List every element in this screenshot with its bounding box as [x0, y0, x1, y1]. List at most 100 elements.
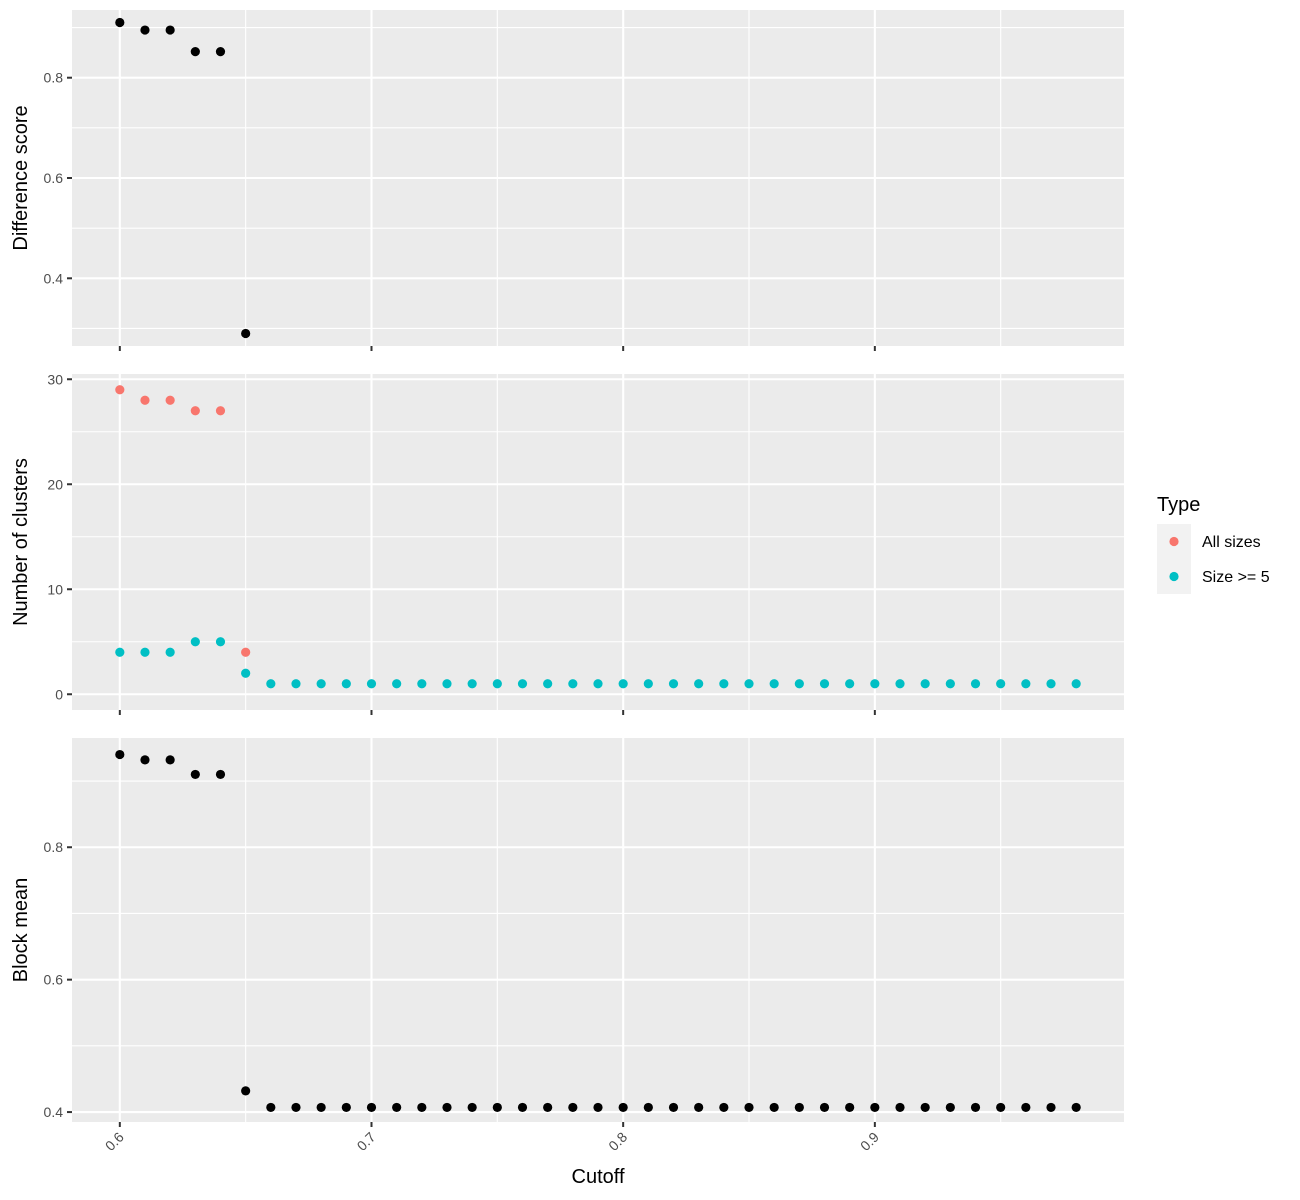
data-point: [819, 1102, 830, 1113]
data-point: [1046, 1102, 1056, 1113]
data-point: [165, 25, 175, 35]
data-point: [744, 679, 754, 689]
y-tick-label: 10: [47, 581, 63, 597]
data-point: [165, 647, 175, 657]
data-point: [1071, 1102, 1081, 1113]
data-point: [1071, 679, 1081, 689]
data-point: [190, 406, 200, 416]
data-point: [668, 1102, 679, 1113]
data-point: [341, 1102, 351, 1113]
data-point: [417, 1102, 427, 1113]
legend-title: Type: [1157, 494, 1200, 516]
data-point: [668, 679, 679, 689]
data-point: [593, 679, 603, 689]
data-point: [215, 406, 226, 416]
y-axis-title: Number of clusters: [10, 458, 32, 626]
data-point: [694, 679, 704, 689]
data-point: [1021, 679, 1031, 689]
data-point: [643, 1102, 653, 1113]
legend-label: All sizes: [1202, 534, 1261, 551]
x-tick-label: 0.9: [857, 1129, 882, 1154]
data-point: [492, 679, 502, 689]
data-point: [593, 1102, 603, 1113]
panel-background: [72, 374, 1124, 710]
data-point: [543, 679, 553, 689]
data-point: [517, 1102, 528, 1113]
data-point: [241, 1086, 251, 1096]
data-point: [694, 1102, 704, 1113]
y-tick-label: 0: [55, 686, 63, 702]
y-tick-label: 0.8: [44, 839, 64, 855]
data-point: [719, 1102, 729, 1113]
panel-1: 0.4 0.6 0.8 Difference score: [10, 10, 1124, 351]
x-tick-label: 0.6: [102, 1129, 127, 1154]
data-point: [895, 679, 905, 689]
data-point: [1021, 1102, 1031, 1113]
data-point: [945, 1102, 955, 1113]
data-point: [215, 637, 226, 647]
panel-2: 0 10 20 30 Number of clusters: [10, 371, 1124, 715]
y-tick-label: 0.6: [44, 972, 64, 988]
y-tick-label: 0.4: [44, 270, 64, 286]
data-point: [115, 647, 125, 657]
data-point: [920, 1102, 930, 1113]
legend-entry: Size >= 5: [1157, 559, 1270, 594]
series: [115, 17, 251, 339]
legend-entry: All sizes: [1157, 524, 1261, 559]
data-point: [115, 749, 125, 760]
data-point: [392, 679, 402, 689]
data-point: [291, 679, 301, 689]
x-tick-label: 0.7: [354, 1129, 379, 1154]
series: [115, 637, 1081, 689]
data-point: [165, 395, 175, 405]
data-point: [266, 1102, 276, 1113]
data-point: [794, 1102, 804, 1113]
data-point: [543, 1102, 553, 1113]
data-point: [140, 647, 150, 657]
data-point: [215, 47, 226, 57]
data-point: [845, 1102, 855, 1113]
series: [115, 749, 1081, 1113]
y-tick-label: 20: [47, 476, 63, 492]
data-point: [819, 679, 830, 689]
data-point: [115, 17, 125, 28]
data-point: [366, 1102, 377, 1113]
x-tick-label: 0.8: [605, 1129, 630, 1154]
y-axis-title: Block mean: [10, 878, 32, 983]
data-point: [316, 679, 326, 689]
panels: 0.4 0.6 0.8 Difference score 0 10 20 30 Number o…: [10, 10, 1124, 1154]
data-point: [794, 679, 804, 689]
data-point: [769, 679, 779, 689]
data-point: [970, 679, 981, 689]
data-point: [392, 1102, 402, 1113]
data-point: [769, 1102, 779, 1113]
data-point: [492, 1102, 502, 1113]
data-point: [115, 385, 125, 395]
data-point: [417, 679, 427, 689]
data-point: [190, 47, 200, 57]
data-point: [845, 679, 855, 689]
data-point: [744, 1102, 754, 1113]
data-point: [618, 679, 628, 689]
data-point: [442, 679, 452, 689]
data-point: [316, 1102, 326, 1113]
legend: Type All sizes Size >= 5: [1157, 494, 1270, 594]
panel-background: [72, 738, 1124, 1122]
data-point: [341, 679, 351, 689]
panel-3: 0.4 0.6 0.8 Block mean: [10, 738, 1124, 1127]
data-point: [140, 25, 150, 35]
data-point: [996, 679, 1006, 689]
data-point: [467, 679, 477, 689]
data-point: [190, 637, 200, 647]
data-point: [719, 679, 729, 689]
data-point: [870, 1102, 880, 1113]
legend-marker: [1169, 536, 1179, 547]
data-point: [366, 679, 377, 689]
y-tick-label: 0.4: [44, 1104, 64, 1120]
x-tick-labels: 0.6 0.7 0.8 0.9: [102, 1129, 882, 1154]
data-point: [643, 679, 653, 689]
y-tick-label: 0.8: [44, 70, 64, 86]
data-point: [467, 1102, 477, 1113]
x-axis-title: Cutoff: [572, 1166, 625, 1188]
